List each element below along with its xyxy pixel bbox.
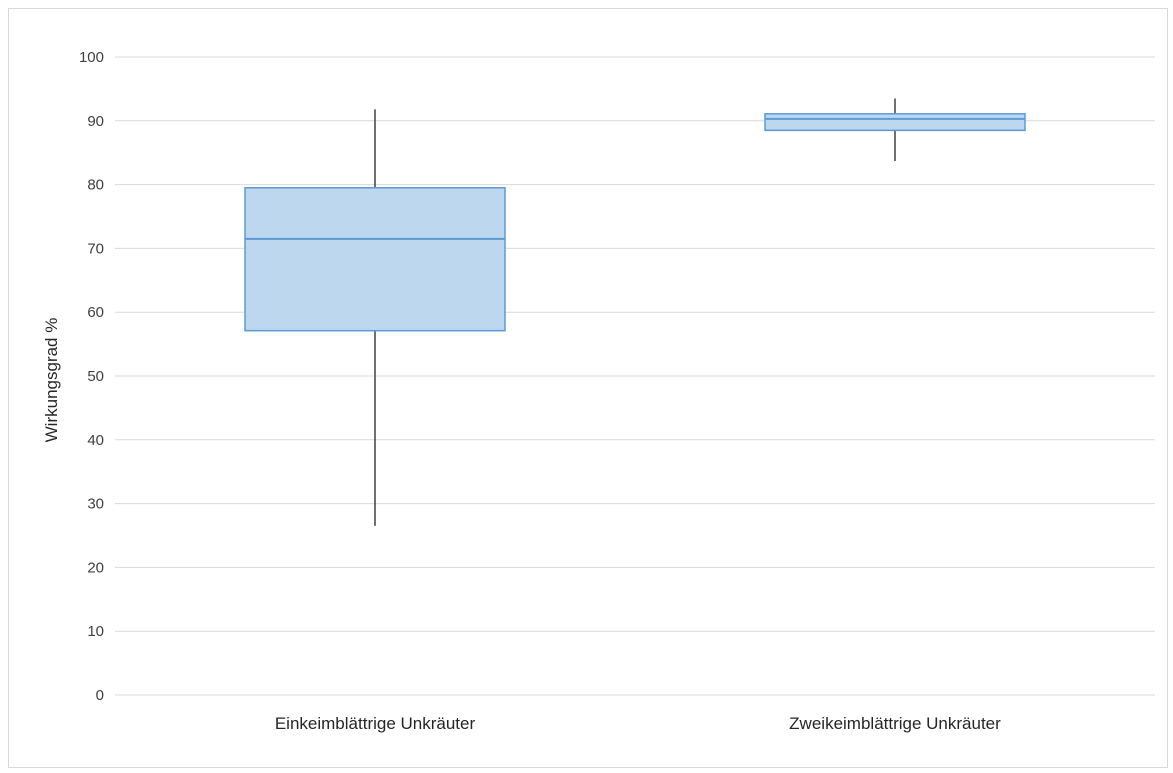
y-tick-label-100: 100 xyxy=(79,49,104,66)
box-group-1 xyxy=(244,109,506,526)
boxes xyxy=(244,98,1026,526)
y-axis-tick-labels: 0 10 20 30 40 50 60 70 80 90 100 xyxy=(79,49,104,704)
x-axis-category-labels: Einkeimblättrige Unkräuter Zweikeimblättr… xyxy=(275,714,1001,733)
gridlines xyxy=(115,56,1155,696)
y-tick-label-60: 60 xyxy=(87,304,104,321)
y-tick-label-10: 10 xyxy=(87,623,104,640)
y-tick-label-50: 50 xyxy=(87,368,104,385)
x-category-label-1: Einkeimblättrige Unkräuter xyxy=(275,714,476,733)
y-tick-label-40: 40 xyxy=(87,432,104,449)
y-tick-label-90: 90 xyxy=(87,113,104,130)
y-tick-label-0: 0 xyxy=(96,687,104,704)
y-tick-label-70: 70 xyxy=(87,240,104,257)
chart-frame xyxy=(8,8,1168,768)
y-tick-label-20: 20 xyxy=(87,559,104,576)
box-group-2 xyxy=(764,98,1026,161)
box-1 xyxy=(244,187,506,332)
y-tick-label-30: 30 xyxy=(87,496,104,513)
y-tick-label-80: 80 xyxy=(87,177,104,194)
y-axis-title: Wirkungsgrad % xyxy=(42,318,61,443)
x-category-label-2: Zweikeimblättrige Unkräuter xyxy=(789,714,1001,733)
box-2 xyxy=(764,113,1026,132)
